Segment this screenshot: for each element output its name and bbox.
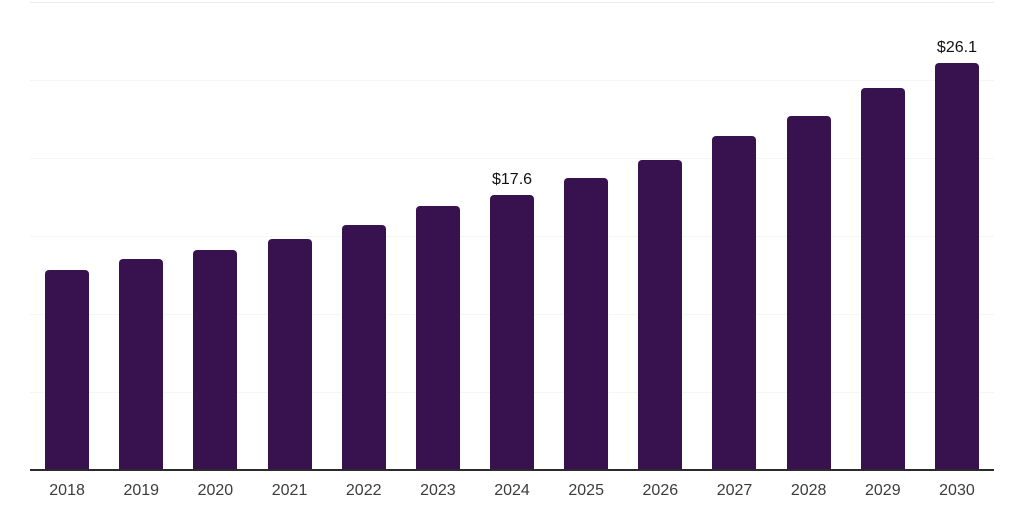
bar-slot-2019 xyxy=(104,2,178,470)
bar-2022 xyxy=(341,225,386,470)
bar-slot-2022 xyxy=(327,2,401,470)
bar-2029 xyxy=(860,87,905,470)
x-tick-label-2030: 2030 xyxy=(939,482,975,499)
gridline-30 xyxy=(30,2,994,3)
x-tick-label-2028: 2028 xyxy=(790,482,827,499)
bar-slot-2025 xyxy=(549,2,623,470)
bar-slot-2018 xyxy=(30,2,104,470)
x-tick-label-2027: 2027 xyxy=(716,482,753,499)
bar-slot-2027 xyxy=(697,2,771,470)
bar-slot-2024: $17.6 xyxy=(475,2,549,470)
bar-slot-2021 xyxy=(252,2,326,470)
bar-slot-2020 xyxy=(178,2,252,470)
bar-2020 xyxy=(193,250,238,470)
x-tick-label-2022: 2022 xyxy=(345,482,382,499)
x-tick-label-2023: 2023 xyxy=(420,482,456,499)
bar-2025 xyxy=(564,178,609,470)
plot-area: $17.6 $26.1 xyxy=(30,2,994,471)
gridline-20 xyxy=(30,158,994,159)
bars-container: $17.6 $26.1 xyxy=(30,2,994,470)
bar-slot-2028 xyxy=(772,2,846,470)
bar-2023 xyxy=(415,206,460,470)
bar-2028 xyxy=(786,115,831,470)
x-tick-label-2021: 2021 xyxy=(271,482,308,499)
bar-2026 xyxy=(638,159,683,470)
bar-slot-2029 xyxy=(846,2,920,470)
gridline-25 xyxy=(30,80,994,81)
x-axis-labels: 2018 2019 2020 2021 2022 2023 2024 2025 2026 2027… xyxy=(30,482,994,500)
x-tick-label-2018: 2018 xyxy=(49,482,85,499)
bar-slot-2026 xyxy=(623,2,697,470)
data-label-2030: $26.1 xyxy=(936,38,977,56)
bar-slot-2023 xyxy=(401,2,475,470)
x-tick-label-2025: 2025 xyxy=(568,482,604,499)
x-tick-label-2029: 2029 xyxy=(865,482,901,499)
bar-2018 xyxy=(45,270,90,470)
x-tick-label-2019: 2019 xyxy=(123,482,160,499)
data-label-2024: $17.6 xyxy=(491,171,533,189)
bar-2021 xyxy=(267,239,312,470)
bar-2030: $26.1 xyxy=(934,39,979,470)
x-tick-label-2020: 2020 xyxy=(197,482,234,499)
bar-2027 xyxy=(712,136,757,470)
x-axis-line xyxy=(30,469,994,471)
x-tick-label-2026: 2026 xyxy=(642,482,679,499)
bar-slot-2030: $26.1 xyxy=(920,2,994,470)
bar-2019 xyxy=(119,259,164,470)
bar-2024: $17.6 xyxy=(490,171,535,470)
x-tick-label-2024: 2024 xyxy=(494,482,530,499)
